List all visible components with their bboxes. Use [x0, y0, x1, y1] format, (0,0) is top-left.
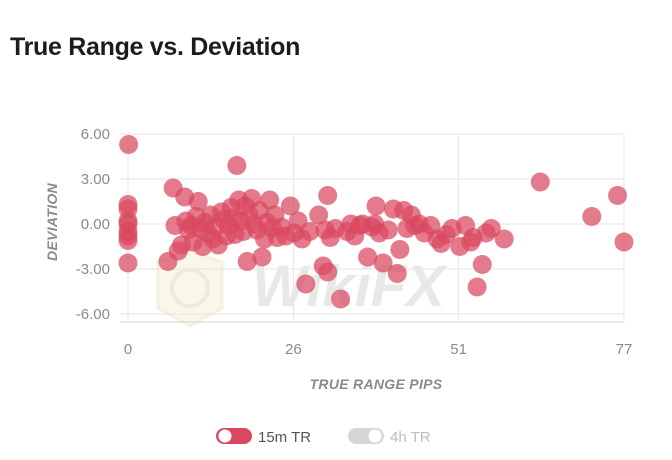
data-point[interactable] — [467, 277, 487, 297]
series-15m-tr-points — [118, 135, 634, 309]
y-axis-ticks: 6.00 3.00 0.00 -3.00 -6.00 — [76, 126, 110, 323]
data-point[interactable] — [300, 222, 320, 241]
y-tick-label: -3.00 — [76, 261, 110, 278]
data-point[interactable] — [608, 186, 628, 205]
legend-label-15m-tr: 15m TR — [258, 429, 311, 446]
x-tick-label: 51 — [450, 341, 467, 358]
data-point[interactable] — [366, 196, 386, 216]
data-point[interactable] — [494, 229, 514, 249]
x-tick-label: 26 — [285, 341, 302, 358]
legend-item-4h-tr[interactable]: 4h TR — [348, 428, 431, 446]
y-tick-label: 6.00 — [81, 126, 110, 143]
data-point[interactable] — [358, 247, 378, 267]
data-point[interactable] — [296, 274, 316, 294]
data-point[interactable] — [252, 247, 272, 267]
data-point[interactable] — [390, 240, 410, 259]
y-tick-label: 0.00 — [81, 216, 110, 233]
data-point[interactable] — [280, 196, 300, 216]
legend-label-4h-tr: 4h TR — [390, 429, 431, 446]
data-point[interactable] — [309, 205, 329, 225]
x-axis-title: TRUE RANGE PIPS — [310, 376, 443, 392]
x-tick-label: 0 — [124, 341, 132, 358]
data-point[interactable] — [614, 232, 634, 252]
chart-title: True Range vs. Deviation — [10, 33, 301, 61]
legend: 15m TR 4h TR — [216, 428, 431, 446]
data-point[interactable] — [387, 264, 407, 283]
x-tick-label: 77 — [616, 341, 633, 358]
data-point[interactable] — [119, 135, 139, 154]
y-axis-title: DEVIATION — [44, 182, 60, 260]
y-tick-label: -6.00 — [76, 306, 110, 323]
data-point[interactable] — [188, 192, 208, 211]
x-axis-ticks: 0 26 51 77 — [124, 341, 633, 358]
y-tick-label: 3.00 — [81, 171, 110, 188]
watermark-text: WikiFX — [252, 254, 448, 319]
legend-toggle-knob-icon — [218, 429, 232, 443]
data-point[interactable] — [237, 252, 257, 271]
data-point[interactable] — [227, 156, 247, 175]
data-point[interactable] — [118, 231, 138, 250]
data-point[interactable] — [118, 253, 138, 273]
data-point[interactable] — [530, 172, 550, 192]
data-point[interactable] — [582, 207, 602, 226]
data-point[interactable] — [472, 255, 492, 274]
data-point[interactable] — [481, 219, 501, 238]
legend-toggle-knob-icon — [368, 429, 382, 443]
data-point[interactable] — [331, 289, 351, 309]
data-point[interactable] — [378, 220, 398, 240]
data-point[interactable] — [373, 253, 393, 273]
data-point[interactable] — [260, 190, 280, 210]
legend-item-15m-tr[interactable]: 15m TR — [216, 428, 311, 446]
data-point[interactable] — [318, 262, 338, 282]
data-point[interactable] — [318, 186, 338, 205]
